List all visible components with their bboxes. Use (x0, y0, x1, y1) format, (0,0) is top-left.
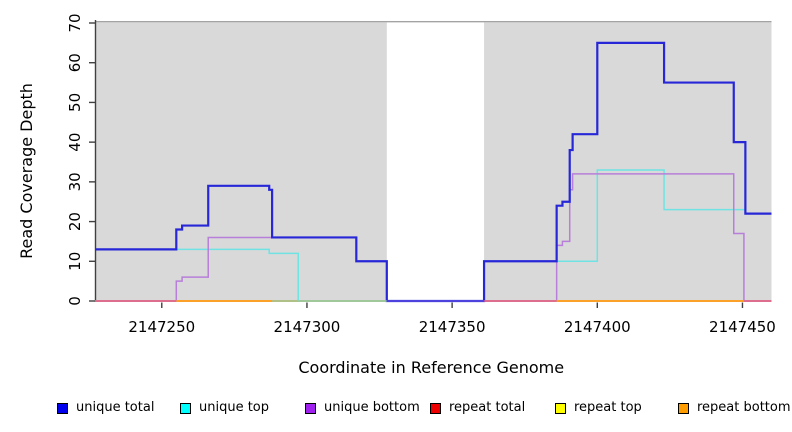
y-tick-label: 60 (66, 53, 84, 72)
y-axis-title: Read Coverage Depth (17, 83, 36, 259)
legend-label: unique top (199, 400, 270, 415)
legend-swatch-repeat-total (430, 402, 441, 414)
legend-label: repeat top (574, 400, 642, 415)
legend-item-repeat-total: repeat total (430, 399, 525, 417)
y-tick-label: 20 (66, 212, 84, 231)
legend-item-unique-bottom: unique bottom (305, 399, 420, 417)
series-line-unique-total (95, 41, 772, 303)
legend-swatch-unique-bottom (305, 402, 316, 414)
x-axis-title: Coordinate in Reference Genome (298, 358, 564, 377)
y-tick-label: 50 (66, 93, 84, 112)
y-tick-label: 40 (66, 133, 84, 152)
x-tick-label: 2147300 (274, 318, 341, 336)
legend-item-unique-total: unique total (57, 399, 154, 417)
legend-swatch-unique-top (180, 402, 191, 414)
legend-item-unique-top: unique top (180, 399, 269, 417)
legend-swatch-repeat-top (555, 402, 566, 414)
legend-label: unique bottom (324, 400, 420, 415)
legend-label: repeat bottom (697, 400, 791, 415)
y-tick-label: 30 (66, 172, 84, 191)
x-tick-label: 2147450 (709, 318, 776, 336)
legend-item-repeat-bottom: repeat bottom (678, 399, 791, 417)
y-tick-label: 70 (66, 13, 84, 32)
legend-swatch-repeat-bottom (678, 402, 689, 414)
legend: unique total unique top unique bottom repea… (0, 399, 792, 423)
gap-region (386, 22, 485, 302)
y-tick-label: 10 (66, 252, 84, 271)
legend-swatch-unique-total (57, 402, 68, 414)
x-tick-label: 2147250 (128, 318, 195, 336)
legend-item-repeat-top: repeat top (555, 399, 642, 417)
legend-label: unique total (76, 400, 155, 415)
y-tick-label: 0 (66, 296, 84, 306)
legend-label: repeat total (449, 400, 526, 415)
series-line-unique-bottom (95, 173, 772, 302)
x-tick-label: 2147350 (419, 318, 486, 336)
x-tick-label: 2147400 (564, 318, 631, 336)
